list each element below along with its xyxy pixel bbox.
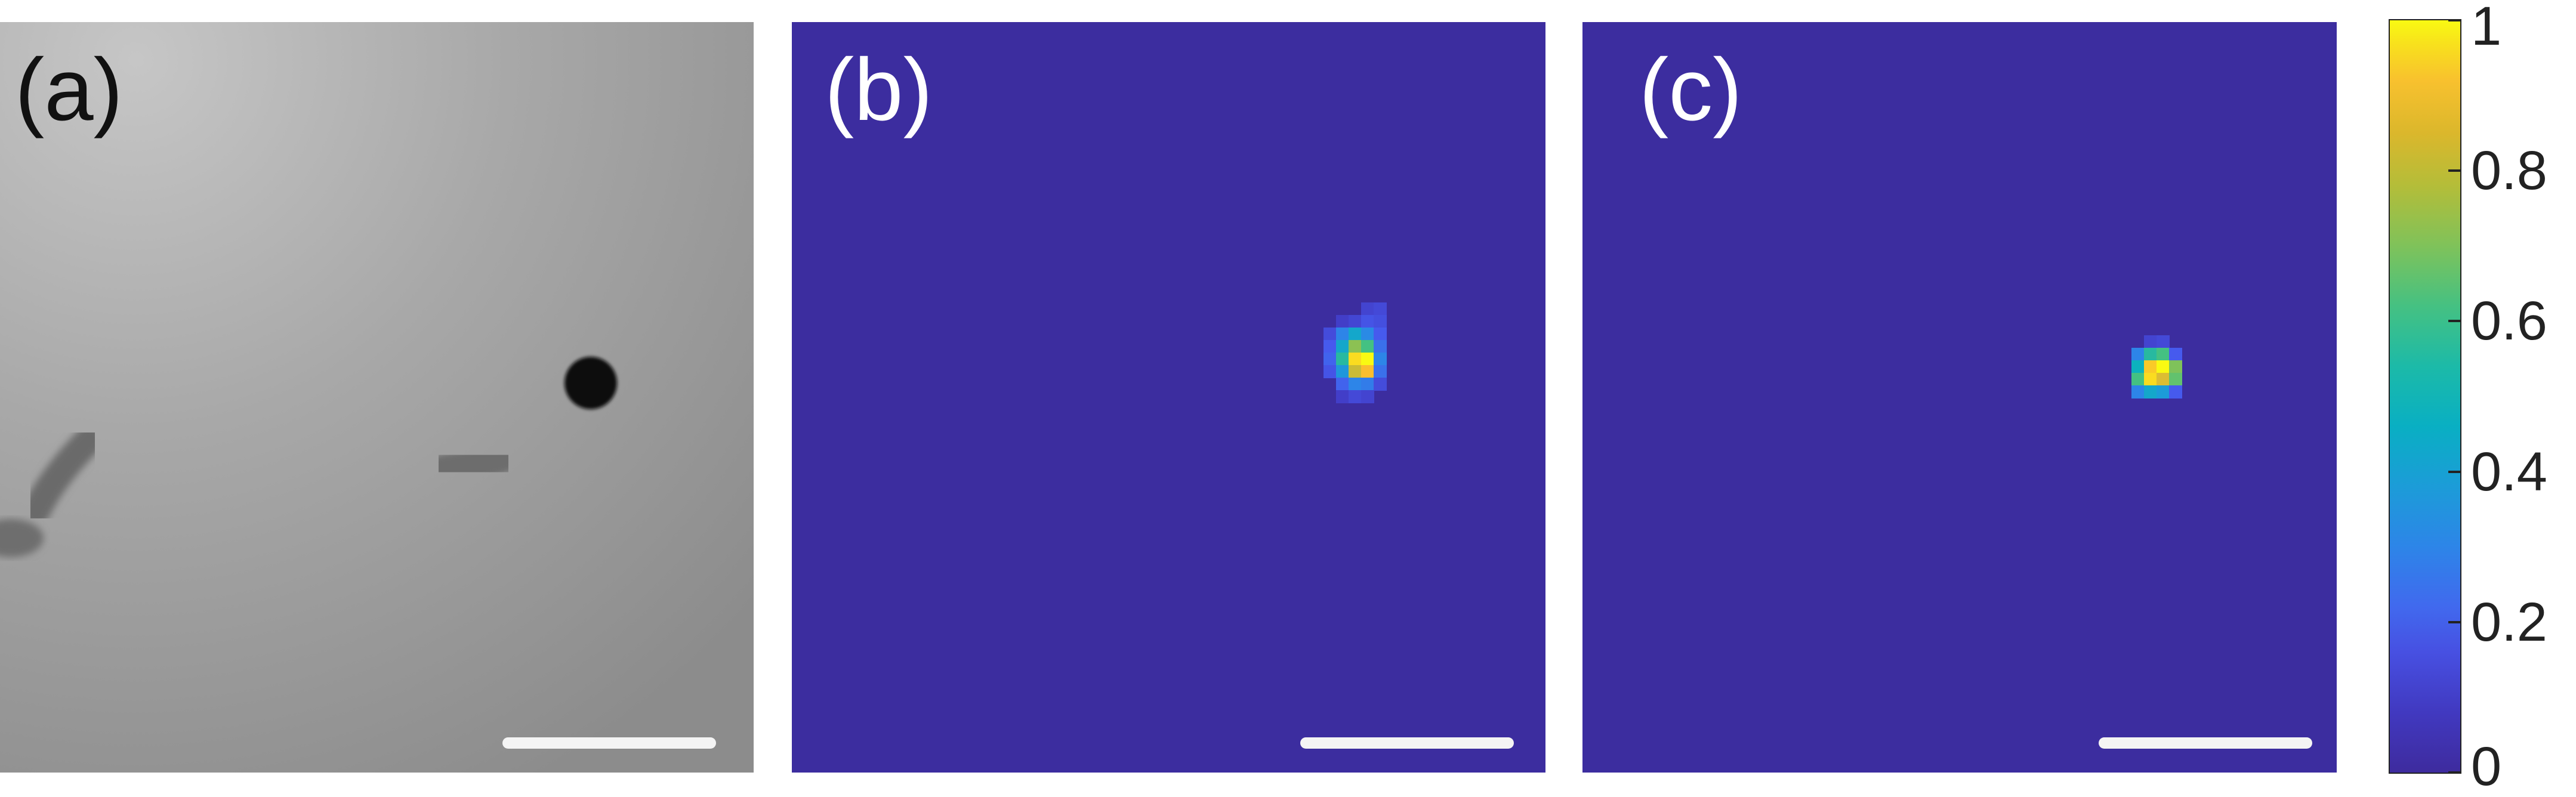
micrograph-image xyxy=(0,22,754,773)
heatmap-cell xyxy=(1361,353,1374,366)
heatmap-cell xyxy=(1374,340,1387,353)
heatmap-cell xyxy=(1336,378,1349,391)
colorbar-tick-label: 1 xyxy=(2471,0,2502,57)
colorbar-tick xyxy=(2448,771,2461,774)
heatmap-cell xyxy=(2131,348,2145,361)
heatmap-cell xyxy=(1349,328,1362,341)
heatmap-cell xyxy=(2157,335,2170,348)
heatmap-cell xyxy=(2157,373,2170,386)
panel-c-heatmap: (c) xyxy=(1582,22,2337,773)
heatmap-cell xyxy=(1349,353,1362,366)
heatmap-cell xyxy=(1349,390,1362,403)
colorbar-tick xyxy=(2448,169,2461,172)
heatmap-cell xyxy=(1361,328,1374,341)
heatmap-cell xyxy=(1374,328,1387,341)
panel-label-a: (a) xyxy=(15,41,123,139)
heatmap-cell xyxy=(1374,365,1387,378)
heatmap-cell xyxy=(1336,315,1349,328)
heatmap-cell xyxy=(1336,340,1349,353)
heatmap-cell xyxy=(2131,385,2145,398)
heatmap-cell xyxy=(2144,373,2157,386)
heatmap-cell xyxy=(1374,302,1387,316)
heatmap-cell xyxy=(2144,385,2157,398)
heatmap-cell xyxy=(1374,315,1387,328)
heatmap-cell xyxy=(1361,302,1374,316)
heatmap-cell xyxy=(1336,353,1349,366)
scale-bar-c xyxy=(2099,737,2312,749)
heatmap-b xyxy=(792,22,1545,773)
heatmap-cell xyxy=(1374,353,1387,366)
heatmap-cell xyxy=(1324,328,1337,341)
bacterium-left xyxy=(21,425,104,526)
heatmap-cell xyxy=(1349,378,1362,391)
colorbar-tick xyxy=(2448,620,2461,623)
bacterium-center xyxy=(427,439,520,488)
scale-bar-b xyxy=(1300,737,1514,749)
panel-a-micrograph: (a) xyxy=(0,22,754,773)
colorbar-tick-label: 0.8 xyxy=(2471,140,2547,202)
heatmap-cell xyxy=(2157,360,2170,373)
panel-label-c: (c) xyxy=(1639,41,1742,139)
particle-dark xyxy=(564,357,617,409)
heatmap-cell xyxy=(1361,340,1374,353)
heatmap-cell xyxy=(1336,365,1349,378)
heatmap-cell xyxy=(1349,315,1362,328)
heatmap-cell xyxy=(1324,365,1337,378)
heatmap-cell xyxy=(2169,373,2182,386)
heatmap-c xyxy=(1582,22,2337,773)
heatmap-cell xyxy=(2131,360,2145,373)
colorbar-tick-label: 0.2 xyxy=(2471,591,2547,653)
heatmap-cell xyxy=(2169,385,2182,398)
heatmap-cell xyxy=(1361,378,1374,391)
heatmap-cell xyxy=(2144,360,2157,373)
colorbar xyxy=(2389,19,2461,774)
colorbar-tick-label: 0.4 xyxy=(2471,441,2547,502)
colorbar-tick-label: 0.6 xyxy=(2471,291,2547,352)
heatmap-cell xyxy=(1336,328,1349,341)
heatmap-cell xyxy=(1361,365,1374,378)
heatmap-cell xyxy=(1336,390,1349,403)
heatmap-cell xyxy=(2169,360,2182,373)
heatmap-cell xyxy=(2131,373,2145,386)
colorbar-tick-label: 0 xyxy=(2471,736,2502,797)
heatmap-cell xyxy=(1361,315,1374,328)
colorbar-tick xyxy=(2448,320,2461,323)
heatmap-cell xyxy=(1361,390,1374,403)
heatmap-cell xyxy=(2157,385,2170,398)
heatmap-cell xyxy=(1349,365,1362,378)
colorbar-tick xyxy=(2448,470,2461,473)
bacterium-edge xyxy=(0,519,44,557)
panel-b-heatmap: (b) xyxy=(792,22,1545,773)
heatmap-cell xyxy=(1324,340,1337,353)
heatmap-cell xyxy=(2169,348,2182,361)
heatmap-cell xyxy=(1349,340,1362,353)
colorbar-tick xyxy=(2448,19,2461,21)
heatmap-cell xyxy=(2144,348,2157,361)
heatmap-cell xyxy=(2157,348,2170,361)
heatmap-cell xyxy=(2144,335,2157,348)
scale-bar-a xyxy=(502,737,716,749)
colorbar-gradient xyxy=(2389,19,2461,774)
heatmap-cell xyxy=(1374,378,1387,391)
panel-label-b: (b) xyxy=(825,41,933,139)
heatmap-cell xyxy=(1324,353,1337,366)
